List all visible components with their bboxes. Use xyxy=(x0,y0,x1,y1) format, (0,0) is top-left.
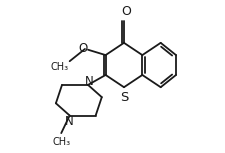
Text: S: S xyxy=(121,91,129,104)
Text: N: N xyxy=(65,115,73,128)
Text: N: N xyxy=(85,75,94,88)
Text: CH₃: CH₃ xyxy=(51,62,69,72)
Text: O: O xyxy=(121,5,131,18)
Text: O: O xyxy=(78,42,87,55)
Text: CH₃: CH₃ xyxy=(53,137,71,147)
